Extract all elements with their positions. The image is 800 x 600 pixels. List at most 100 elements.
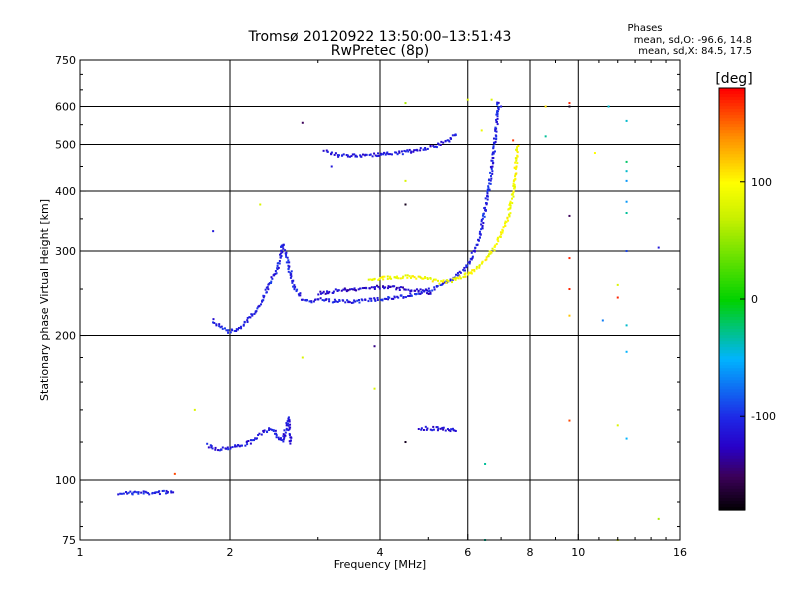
trace-point [508, 207, 511, 210]
trace-point [477, 239, 480, 242]
trace-point [509, 204, 512, 207]
trace-point [327, 292, 330, 295]
trace-point [355, 155, 358, 158]
trace-point [242, 323, 245, 326]
trace-point [354, 154, 357, 157]
trace-point [415, 149, 418, 152]
colorbar-band [719, 323, 745, 327]
trace-point [398, 150, 401, 153]
trace-point [131, 493, 134, 496]
trace-point [445, 281, 448, 284]
trace-point [404, 274, 407, 277]
colorbar-band [719, 374, 745, 378]
trace-point [132, 491, 135, 494]
trace-point [310, 300, 313, 303]
trace-point [495, 243, 498, 246]
trace-point [279, 253, 282, 256]
trace-point [283, 436, 286, 439]
trace-point [262, 296, 265, 299]
colorbar-band [719, 100, 745, 104]
colorbar-band [719, 262, 745, 267]
trace-point [280, 439, 283, 442]
trace-point [394, 151, 397, 154]
trace-point [274, 270, 277, 273]
trace-point [409, 276, 412, 279]
trace-point [210, 445, 213, 448]
trace-point [246, 443, 249, 446]
trace-point [376, 296, 379, 299]
trace-point [446, 428, 449, 431]
trace-point [393, 276, 396, 279]
colorbar-band [719, 380, 745, 384]
trace-point [456, 272, 459, 275]
trace-point [436, 429, 439, 432]
colorbar-band [719, 178, 745, 183]
trace-point [413, 276, 416, 279]
trace-point [486, 192, 489, 195]
trace-point [330, 151, 333, 154]
colorbar-band [719, 91, 745, 95]
trace-point [484, 202, 487, 205]
trace-point [437, 279, 440, 282]
trace-point [398, 151, 401, 154]
trace-point [270, 282, 273, 285]
trace-point [480, 223, 483, 226]
trace-point [485, 256, 488, 259]
trace-point [486, 188, 489, 191]
trace-point [496, 109, 499, 112]
trace-point [153, 492, 156, 495]
colorbar-band [719, 244, 745, 249]
trace-point [273, 432, 276, 435]
trace-point [286, 422, 289, 425]
trace-point [334, 288, 337, 291]
trace-point [424, 148, 427, 151]
colorbar-band [719, 253, 745, 258]
trace-point [155, 491, 158, 494]
trace-point [386, 275, 389, 278]
trace-point [258, 432, 261, 435]
trace-point [471, 269, 474, 272]
trace-point [282, 247, 285, 250]
trace-point [214, 446, 217, 449]
trace-point [342, 288, 345, 291]
trace-point [432, 425, 435, 428]
trace-point [441, 426, 444, 429]
trace-point [235, 445, 238, 448]
trace-point [403, 149, 406, 152]
trace-point [344, 301, 347, 304]
trace-point [422, 277, 425, 280]
colorbar-band [719, 407, 745, 412]
trace-point [507, 213, 510, 216]
scatter-point [625, 437, 628, 440]
trace-point [151, 491, 154, 494]
trace-point [390, 297, 393, 300]
trace-point [506, 216, 509, 219]
trace-point [484, 209, 487, 212]
trace-point [484, 206, 487, 209]
trace-point [255, 437, 258, 440]
colorbar-band [719, 392, 745, 397]
trace-point [142, 490, 145, 493]
trace-point [237, 328, 240, 331]
trace-point [446, 279, 449, 282]
trace-point [419, 292, 422, 295]
colorbar-band [719, 437, 745, 442]
scatter-point [404, 203, 407, 206]
trace-point [459, 277, 462, 280]
trace-point [363, 286, 366, 289]
trace-point [429, 428, 432, 431]
trace-point [344, 288, 347, 291]
trace-point [299, 294, 302, 297]
trace-point [438, 282, 441, 285]
trace-point [326, 290, 329, 293]
trace-point [276, 264, 279, 267]
colorbar-band [719, 160, 745, 164]
colorbar-band [719, 359, 745, 363]
trace-point [282, 433, 285, 436]
colorbar-band [719, 211, 745, 216]
trace-point [393, 295, 396, 298]
colorbar-band [719, 344, 745, 348]
trace-point [450, 137, 453, 140]
trace-point [220, 448, 223, 451]
trace-point [295, 290, 298, 293]
